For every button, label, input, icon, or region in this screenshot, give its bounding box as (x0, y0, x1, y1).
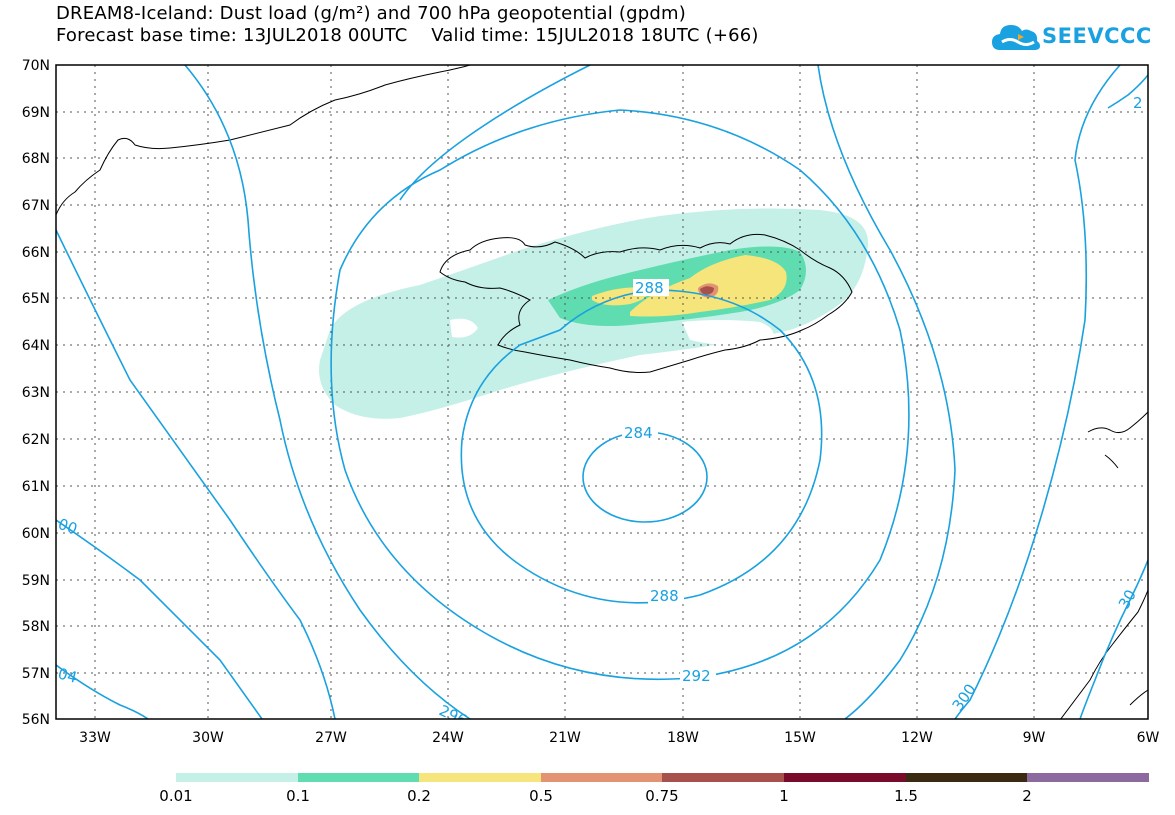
contour-label-left-04: 04 (56, 664, 79, 686)
lat-label: 60N (22, 526, 50, 542)
contour-right-30 (1079, 559, 1148, 719)
seevccc-logo: SEEVCCC (990, 18, 1152, 58)
colorbar-label: 0.5 (529, 787, 553, 805)
colorbar-label: 1 (779, 787, 789, 805)
contour-296-east (817, 65, 956, 719)
colorbar-segment (906, 773, 1027, 782)
greenland-coast (56, 65, 471, 216)
lon-label: 12W (901, 730, 933, 746)
contour-label-topright: 2 (1133, 94, 1143, 112)
logo-text: SEEVCCC (1042, 24, 1152, 48)
dust-gap-south (682, 320, 774, 346)
dust-gap (450, 318, 478, 338)
lat-label: 56N (22, 712, 50, 728)
contour-label-288-top: 288 (635, 279, 664, 297)
colorbar-label: 0.2 (407, 787, 431, 805)
contour-topright (1107, 74, 1148, 109)
contour-label-left-00: 00 (56, 515, 80, 538)
colorbar-segment (662, 773, 784, 782)
colorbar-segment (176, 773, 298, 782)
lat-label: 68N (22, 151, 50, 167)
lat-label: 59N (22, 573, 50, 589)
scotland-coast (1060, 589, 1148, 719)
faroe-coast (1087, 411, 1148, 469)
contour-300 (954, 65, 1121, 719)
lon-label: 24W (432, 730, 464, 746)
contour-292 (330, 109, 910, 681)
contour-left-04 (56, 664, 149, 719)
lat-label: 70N (22, 58, 50, 74)
colorbar-segment (419, 773, 541, 782)
map-frame (55, 64, 1149, 720)
lon-label: 18W (667, 730, 699, 746)
dust-band-0.75 (700, 286, 714, 295)
lon-label: 33W (79, 730, 111, 746)
lat-label: 57N (22, 666, 50, 682)
dust-shading (319, 208, 869, 419)
forecast-times: Forecast base time: 13JUL2018 00UTC Vali… (56, 25, 759, 46)
lon-label: 6W (1137, 730, 1160, 746)
colorbar-label: 0.1 (286, 787, 310, 805)
lon-label: 21W (549, 730, 581, 746)
colorbar-segment (1027, 773, 1149, 782)
lon-label: 15W (784, 730, 816, 746)
cloud-icon (992, 25, 1040, 50)
graticule (56, 65, 1148, 719)
contour-296-north (399, 65, 591, 201)
colorbar-segment (541, 773, 662, 782)
lat-label: 65N (22, 291, 50, 307)
contour-300-west (56, 229, 336, 719)
lat-label: 69N (22, 105, 50, 121)
lat-label: 58N (22, 619, 50, 635)
contour-label-284: 284 (624, 424, 653, 442)
lat-label: 61N (22, 479, 50, 495)
map-title: DREAM8-Iceland: Dust load (g/m²) and 700… (56, 3, 686, 24)
contour-left-00 (56, 519, 263, 719)
iceland-coast (439, 233, 853, 373)
colorbar-segment (298, 773, 419, 782)
colorbar-label: 0.75 (645, 787, 678, 805)
colorbar-segment (784, 773, 906, 782)
lat-label: 66N (22, 245, 50, 261)
contour-label-288-bottom: 288 (650, 587, 679, 605)
lat-label: 63N (22, 385, 50, 401)
colorbar: 0.01 0.1 0.2 0.5 0.75 1 1.5 2 (159, 773, 1149, 805)
contour-label-292: 292 (682, 667, 711, 685)
lon-label: 27W (315, 730, 347, 746)
contour-284 (582, 431, 708, 523)
map-area: 284 288 288 292 296 300 00 04 30 2 (56, 65, 1148, 729)
lat-label: 67N (22, 198, 50, 214)
contour-label-300: 300 (949, 681, 980, 715)
coastlines (56, 65, 1148, 719)
contour-label-296: 296 (436, 701, 470, 729)
latitude-axis: 70N 69N 68N 67N 66N 65N 64N 63N 62N 61N … (22, 58, 50, 728)
lon-label: 30W (192, 730, 224, 746)
contour-288 (460, 289, 823, 604)
lon-label: 9W (1023, 730, 1046, 746)
contour-labels: 284 288 288 292 296 300 00 04 30 2 (56, 94, 1143, 729)
longitude-axis: 33W 30W 27W 24W 21W 18W 15W 12W 9W 6W (79, 730, 1159, 746)
colorbar-label: 2 (1022, 787, 1032, 805)
contour-label-right-30: 30 (1115, 586, 1140, 612)
contour-296 (184, 65, 471, 719)
lat-label: 64N (22, 338, 50, 354)
colorbar-label: 0.01 (159, 787, 192, 805)
colorbar-label: 1.5 (894, 787, 918, 805)
lat-label: 62N (22, 432, 50, 448)
